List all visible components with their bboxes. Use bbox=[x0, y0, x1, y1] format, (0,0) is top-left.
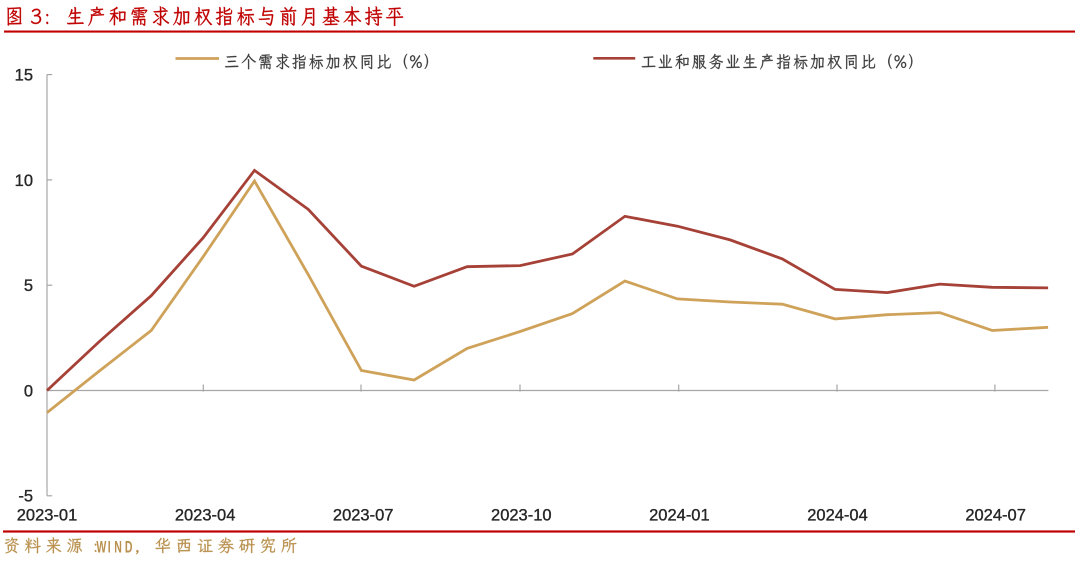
svg-text:2024-07: 2024-07 bbox=[965, 507, 1026, 525]
svg-text:2023-04: 2023-04 bbox=[175, 507, 236, 525]
svg-text:W: W bbox=[96, 537, 106, 556]
svg-text:I: I bbox=[108, 537, 111, 556]
svg-text:10: 10 bbox=[15, 172, 33, 190]
svg-text:2024-04: 2024-04 bbox=[807, 507, 868, 525]
svg-text:N: N bbox=[114, 537, 122, 556]
svg-text:2024-01: 2024-01 bbox=[649, 507, 710, 525]
svg-text:0: 0 bbox=[24, 382, 33, 400]
svg-text:2023-10: 2023-10 bbox=[491, 507, 552, 525]
svg-text:D: D bbox=[125, 537, 133, 556]
svg-text:2023-07: 2023-07 bbox=[333, 507, 394, 525]
svg-text:5: 5 bbox=[24, 277, 33, 295]
svg-text:-5: -5 bbox=[18, 488, 33, 506]
svg-text:2023-01: 2023-01 bbox=[17, 507, 78, 525]
svg-text:15: 15 bbox=[15, 67, 33, 85]
